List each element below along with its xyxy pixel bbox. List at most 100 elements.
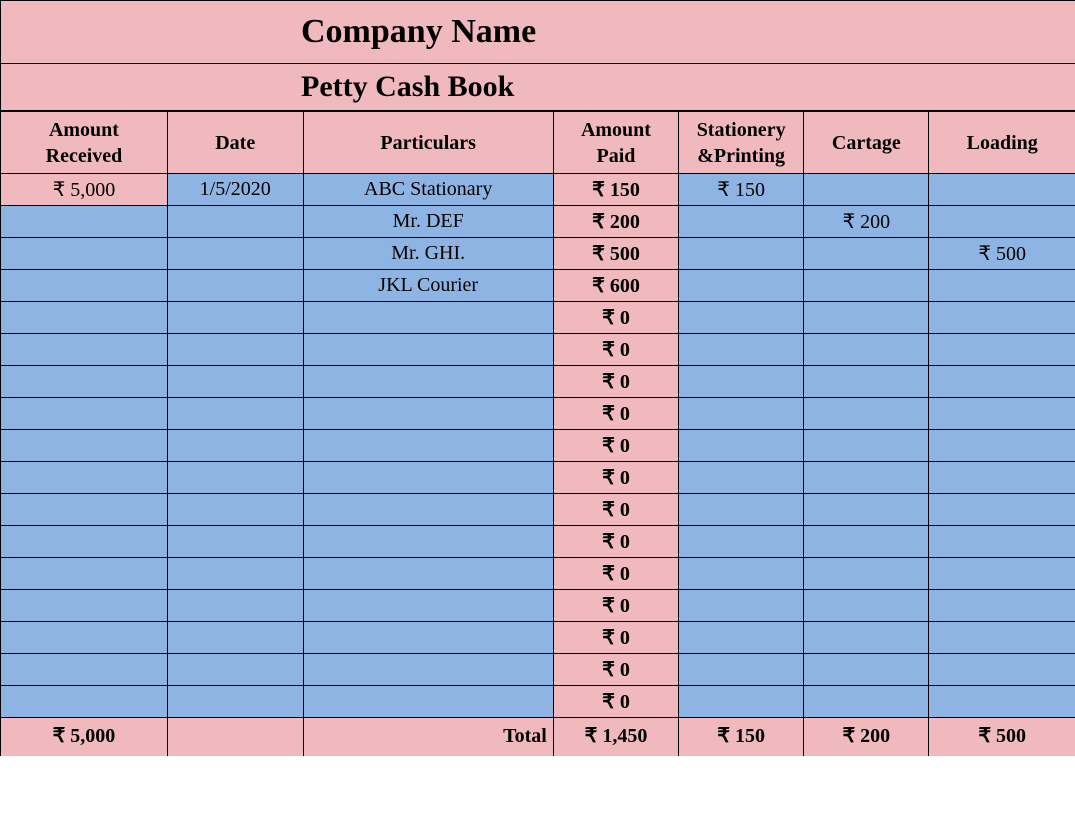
cell-amount_paid: ₹ 0 [553, 494, 678, 526]
col-header: AmountPaid [553, 112, 678, 174]
cell-loading [929, 206, 1075, 238]
cell-particulars [303, 622, 553, 654]
cell-particulars: ABC Stationary [303, 174, 553, 206]
cell-cartage [804, 366, 929, 398]
table-row: ₹ 0 [1, 622, 1075, 654]
cell-cartage [804, 686, 929, 718]
cell-amount_received [1, 366, 168, 398]
cell-loading [929, 174, 1075, 206]
cell-date [167, 462, 303, 494]
cell-cartage [804, 302, 929, 334]
cell-stationery [679, 686, 804, 718]
cell-amount_paid: ₹ 0 [553, 686, 678, 718]
cell-particulars [303, 558, 553, 590]
cell-loading [929, 366, 1075, 398]
cell-cartage [804, 462, 929, 494]
cell-date [167, 334, 303, 366]
cell-loading [929, 270, 1075, 302]
totals-cell [167, 718, 303, 757]
cell-date [167, 654, 303, 686]
cell-stationery [679, 366, 804, 398]
cell-loading [929, 654, 1075, 686]
cell-date [167, 206, 303, 238]
cell-cartage [804, 238, 929, 270]
cell-amount_paid: ₹ 0 [553, 398, 678, 430]
cell-particulars: Mr. GHI. [303, 238, 553, 270]
cell-particulars [303, 430, 553, 462]
cell-stationery [679, 526, 804, 558]
cell-date [167, 430, 303, 462]
totals-cell: ₹ 5,000 [1, 718, 168, 757]
cell-stationery [679, 590, 804, 622]
cell-loading [929, 398, 1075, 430]
cell-amount_received [1, 558, 168, 590]
table-row: JKL Courier₹ 600 [1, 270, 1075, 302]
cell-stationery [679, 622, 804, 654]
cell-date [167, 494, 303, 526]
totals-cell: ₹ 150 [679, 718, 804, 757]
cell-loading [929, 462, 1075, 494]
col-header: Cartage [804, 112, 929, 174]
cell-stationery [679, 334, 804, 366]
cell-loading [929, 558, 1075, 590]
cell-stationery [679, 238, 804, 270]
cell-stationery [679, 270, 804, 302]
totals-cell: ₹ 1,450 [553, 718, 678, 757]
cell-amount_paid: ₹ 0 [553, 366, 678, 398]
cell-amount_paid: ₹ 150 [553, 174, 678, 206]
cell-amount_received [1, 302, 168, 334]
cell-amount_paid: ₹ 0 [553, 622, 678, 654]
cell-particulars [303, 334, 553, 366]
cell-loading [929, 526, 1075, 558]
cell-loading [929, 686, 1075, 718]
cell-amount_received [1, 270, 168, 302]
cell-particulars [303, 366, 553, 398]
cell-stationery [679, 462, 804, 494]
col-header: AmountReceived [1, 112, 168, 174]
cell-loading [929, 430, 1075, 462]
cell-stationery [679, 494, 804, 526]
cell-amount_paid: ₹ 0 [553, 462, 678, 494]
cell-amount_paid: ₹ 0 [553, 558, 678, 590]
cell-amount_paid: ₹ 0 [553, 526, 678, 558]
cell-amount_paid: ₹ 500 [553, 238, 678, 270]
cell-date [167, 558, 303, 590]
cell-loading [929, 302, 1075, 334]
cell-amount_received [1, 462, 168, 494]
cell-amount_paid: ₹ 0 [553, 654, 678, 686]
company-name-title: Company Name [0, 0, 1075, 64]
cell-amount_received: ₹ 5,000 [1, 174, 168, 206]
cell-cartage [804, 622, 929, 654]
totals-row: ₹ 5,000Total₹ 1,450₹ 150₹ 200₹ 500 [1, 718, 1075, 757]
cell-particulars: Mr. DEF [303, 206, 553, 238]
table-row: ₹ 0 [1, 462, 1075, 494]
cell-loading: ₹ 500 [929, 238, 1075, 270]
cell-cartage: ₹ 200 [804, 206, 929, 238]
table-row: ₹ 0 [1, 654, 1075, 686]
cell-date [167, 270, 303, 302]
col-header: Particulars [303, 112, 553, 174]
petty-cash-book-title: Petty Cash Book [0, 64, 1075, 111]
cell-date [167, 366, 303, 398]
table-row: ₹ 0 [1, 686, 1075, 718]
cell-date [167, 526, 303, 558]
cell-cartage [804, 494, 929, 526]
cell-loading [929, 494, 1075, 526]
table-row: ₹ 0 [1, 558, 1075, 590]
cell-loading [929, 334, 1075, 366]
table-row: ₹ 0 [1, 430, 1075, 462]
cell-particulars [303, 462, 553, 494]
cell-amount_received [1, 206, 168, 238]
cell-cartage [804, 334, 929, 366]
cell-particulars [303, 494, 553, 526]
cell-amount_received [1, 238, 168, 270]
table-row: ₹ 0 [1, 366, 1075, 398]
cell-date [167, 302, 303, 334]
table-row: ₹ 0 [1, 334, 1075, 366]
cell-cartage [804, 558, 929, 590]
cell-amount_received [1, 494, 168, 526]
cell-stationery [679, 654, 804, 686]
cell-stationery [679, 398, 804, 430]
table-row: ₹ 0 [1, 302, 1075, 334]
table-row: ₹ 5,0001/5/2020ABC Stationary₹ 150₹ 150 [1, 174, 1075, 206]
